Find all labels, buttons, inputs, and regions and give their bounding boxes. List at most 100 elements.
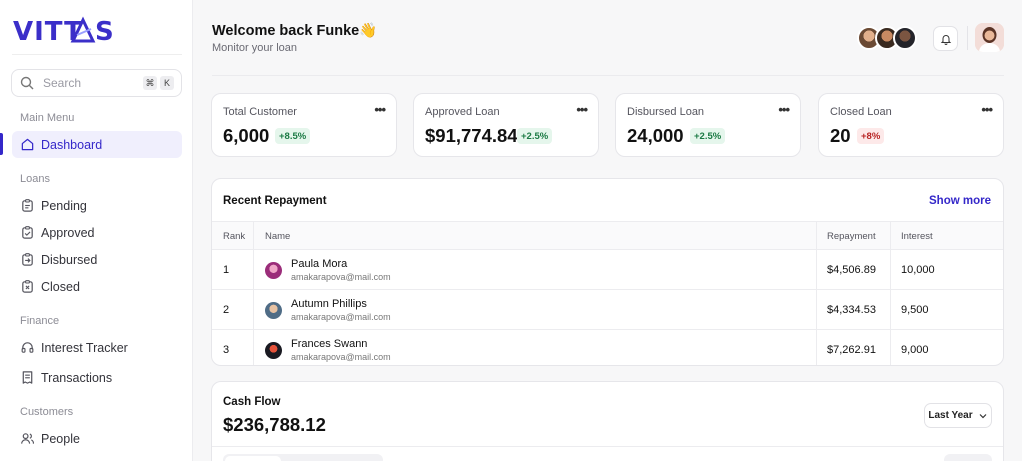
user-photo-icon xyxy=(975,23,1004,52)
divider xyxy=(967,26,968,50)
sidebar-item-label: Disbursed xyxy=(41,252,98,267)
show-more-link[interactable]: Show more xyxy=(929,195,991,207)
column-header-repayment[interactable]: Repayment xyxy=(827,230,876,242)
table-row[interactable]: 1 Paula Mora amakarapova@mail.com $4,506… xyxy=(212,250,1003,290)
sidebar-item-people[interactable]: People xyxy=(12,425,182,452)
table-row[interactable]: 2 Autumn Phillips amakarapova@mail.com $… xyxy=(212,290,1003,330)
customers-label: Customers xyxy=(20,406,74,418)
avatar xyxy=(893,26,917,50)
stat-card-closed-loan: Closed Loan ••• 20 +8% xyxy=(818,93,1004,157)
sidebar-item-closed[interactable]: Closed xyxy=(12,273,182,300)
cash-flow-card: Cash Flow $236,788.12 Last Year xyxy=(211,381,1004,461)
sidebar-item-label: Transactions xyxy=(41,370,113,385)
bell-icon xyxy=(940,34,951,45)
stat-change-badge: +2.5% xyxy=(690,128,726,144)
stat-value: $91,774.84 xyxy=(425,125,518,146)
column-divider xyxy=(816,221,817,365)
svg-text:VITT: VITT xyxy=(13,17,83,46)
stat-label: Approved Loan xyxy=(425,106,500,118)
clipboard-check-icon xyxy=(22,226,33,239)
stat-value: 20 xyxy=(830,125,851,146)
page-title: Welcome back Funke👋 xyxy=(212,23,378,39)
sidebar-item-disbursed[interactable]: Disbursed xyxy=(12,246,182,273)
period-select[interactable]: Last Year xyxy=(924,403,992,428)
avatar xyxy=(265,261,282,279)
stat-label: Total Customer xyxy=(223,106,297,118)
team-avatars[interactable] xyxy=(857,26,917,50)
notifications-button[interactable] xyxy=(933,26,958,51)
sidebar-item-label: Dashboard xyxy=(41,137,103,152)
repayment-cell: $4,334.53 xyxy=(827,304,876,316)
customer-email: amakarapova@mail.com xyxy=(291,312,391,322)
sidebar-item-interest-tracker[interactable]: Interest Tracker xyxy=(12,334,182,361)
sidebar-item-label: People xyxy=(41,431,80,446)
view-toggle[interactable] xyxy=(944,454,992,461)
column-header-name[interactable]: Name xyxy=(265,230,291,242)
chevron-down-icon xyxy=(979,413,987,418)
sidebar: VITT S Search ⌘ K Main Menu Dashboard Lo… xyxy=(0,0,193,461)
column-divider xyxy=(890,221,891,365)
table-row[interactable]: 3 Frances Swann amakarapova@mail.com $7,… xyxy=(212,330,1003,365)
stat-value: 24,000 xyxy=(627,125,684,146)
column-header-interest[interactable]: Interest xyxy=(901,230,933,242)
interest-cell: 9,000 xyxy=(901,344,929,356)
table-header: Rank Name Repayment Interest xyxy=(212,221,1003,250)
stat-change-badge: +8.5% xyxy=(275,128,311,144)
command-key: ⌘ xyxy=(143,76,157,90)
section-title: Cash Flow xyxy=(223,396,281,408)
brand-logo[interactable]: VITT S xyxy=(13,16,125,46)
avatar xyxy=(265,341,282,359)
section-title: Recent Repayment xyxy=(223,195,327,207)
name-cell: Frances Swann amakarapova@mail.com xyxy=(265,330,391,365)
stat-change-badge: +2.5% xyxy=(517,128,553,144)
home-icon xyxy=(21,138,34,151)
more-options-icon[interactable]: ••• xyxy=(374,102,386,117)
chart-toggle[interactable] xyxy=(223,454,383,461)
users-icon xyxy=(21,433,34,444)
logo-wordmark-icon: VITT S xyxy=(13,16,114,46)
clipboard-x-icon xyxy=(22,280,33,293)
active-indicator xyxy=(0,133,3,155)
repayment-cell: $7,262.91 xyxy=(827,344,876,356)
loans-label: Loans xyxy=(20,173,50,185)
cash-flow-amount: $236,788.12 xyxy=(223,414,326,435)
sidebar-item-label: Interest Tracker xyxy=(41,340,128,355)
sidebar-item-approved[interactable]: Approved xyxy=(12,219,182,246)
sidebar-item-label: Closed xyxy=(41,279,80,294)
column-header-rank[interactable]: Rank xyxy=(223,230,246,242)
sidebar-item-transactions[interactable]: Transactions xyxy=(12,364,182,391)
period-select-value: Last Year xyxy=(928,410,973,421)
customer-email: amakarapova@mail.com xyxy=(291,272,391,282)
k-key: K xyxy=(160,76,174,90)
repayment-cell: $4,506.89 xyxy=(827,264,876,276)
more-options-icon[interactable]: ••• xyxy=(778,102,790,117)
page-subtitle: Monitor your loan xyxy=(212,42,297,54)
chart-toggle-active[interactable] xyxy=(225,456,281,461)
rank-cell: 3 xyxy=(223,344,230,356)
rank-cell: 2 xyxy=(223,304,230,316)
customer-name: Autumn Phillips xyxy=(291,298,367,310)
stat-label: Closed Loan xyxy=(830,106,892,118)
stat-card-total-customer: Total Customer ••• 6,000 +8.5% xyxy=(211,93,397,157)
customer-name: Frances Swann xyxy=(291,338,368,350)
more-options-icon[interactable]: ••• xyxy=(981,102,993,117)
sidebar-item-dashboard[interactable]: Dashboard xyxy=(12,131,182,158)
interest-cell: 9,500 xyxy=(901,304,929,316)
clipboard-list-icon xyxy=(22,199,33,212)
stat-label: Disbursed Loan xyxy=(627,106,705,118)
more-options-icon[interactable]: ••• xyxy=(576,102,588,117)
sidebar-item-pending[interactable]: Pending xyxy=(12,192,182,219)
stat-card-approved-loan: Approved Loan ••• $91,774.84 +2.5% xyxy=(413,93,599,157)
name-cell: Autumn Phillips amakarapova@mail.com xyxy=(265,290,391,330)
header-divider xyxy=(212,75,1004,76)
stat-card-disbursed-loan: Disbursed Loan ••• 24,000 +2.5% xyxy=(615,93,801,157)
svg-text:S: S xyxy=(95,17,114,46)
name-cell: Paula Mora amakarapova@mail.com xyxy=(265,250,391,290)
rank-cell: 1 xyxy=(223,264,230,276)
sidebar-item-label: Approved xyxy=(41,225,95,240)
avatar xyxy=(265,301,282,319)
profile-avatar[interactable] xyxy=(975,23,1004,52)
recent-repayment-card: Recent Repayment Show more Rank Name Rep… xyxy=(211,178,1004,366)
column-divider xyxy=(253,221,254,365)
search-input[interactable]: Search ⌘ K xyxy=(11,69,182,97)
